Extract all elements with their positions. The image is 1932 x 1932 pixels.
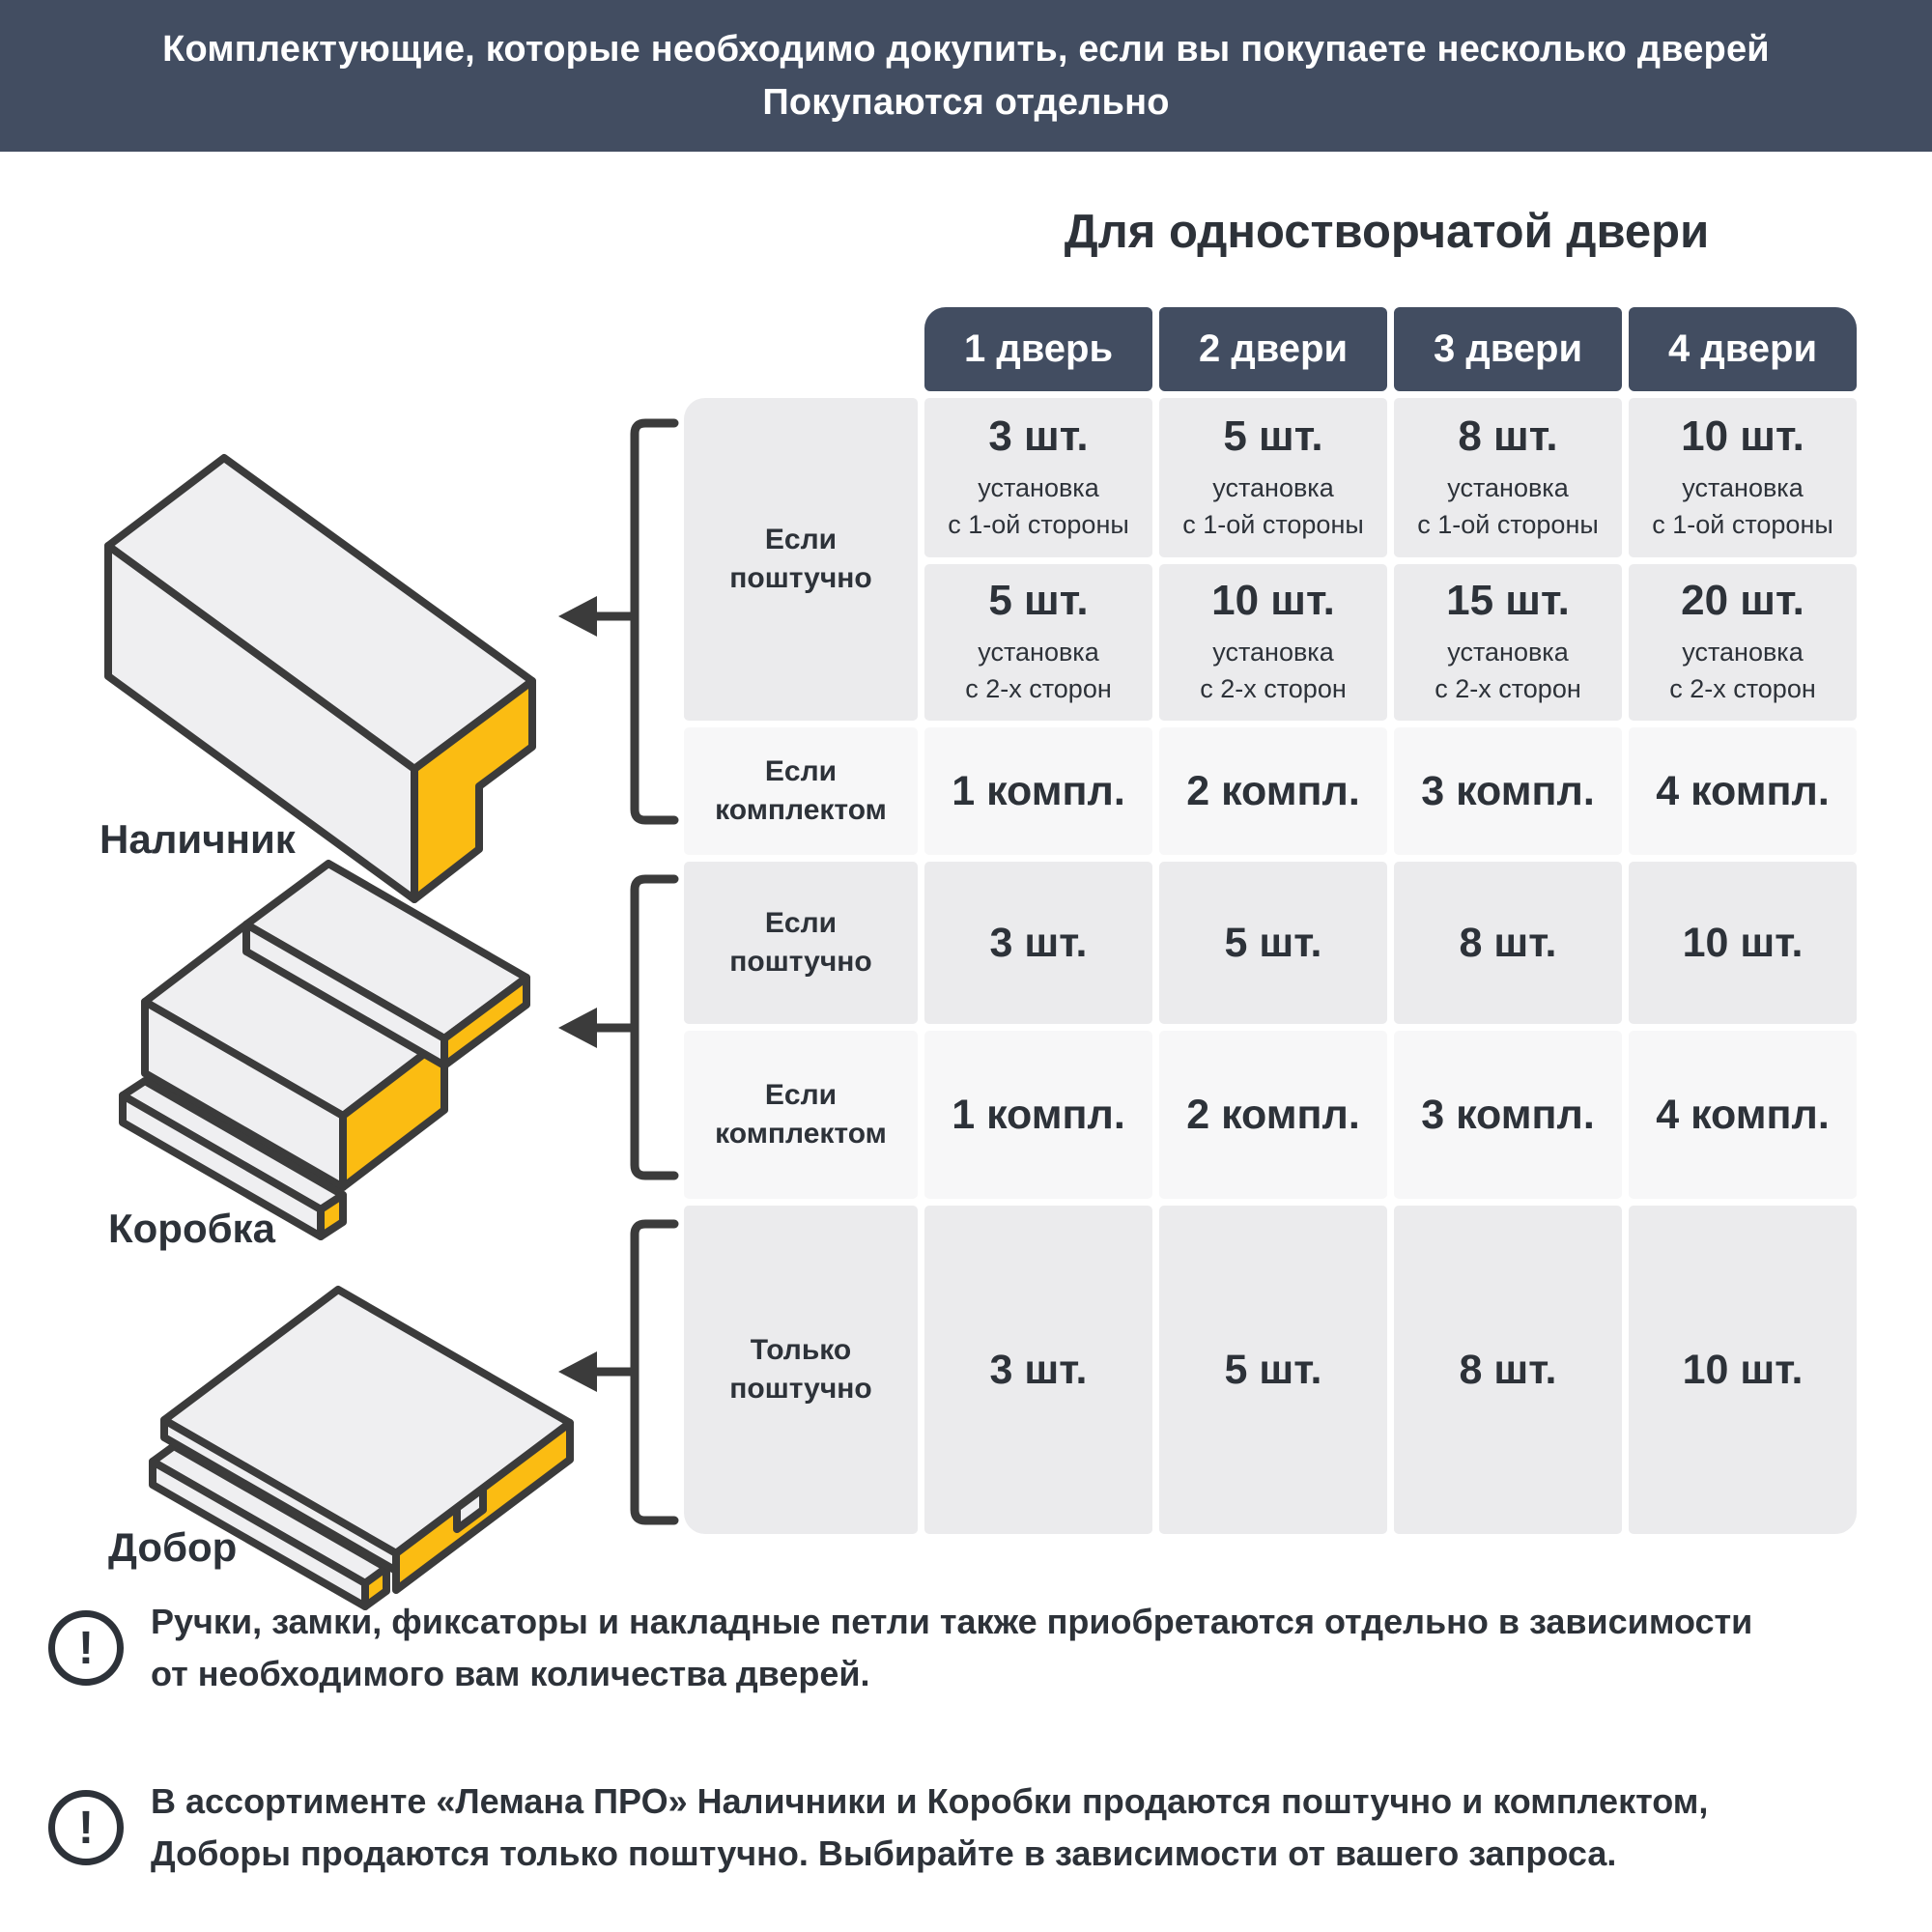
row-label-frame-per-piece: Если поштучно bbox=[684, 862, 918, 1024]
col-header-2-doors: 2 двери bbox=[1159, 307, 1387, 391]
extension-illustration-icon bbox=[149, 1286, 574, 1610]
cell-casing-two-sides-4: 20 шт. установка с 2-х сторон bbox=[1629, 564, 1857, 721]
col-header-4-doors: 4 двери bbox=[1629, 307, 1857, 391]
col-header-3-doors: 3 двери bbox=[1394, 307, 1622, 391]
cell-extension-2: 5 шт. bbox=[1159, 1206, 1387, 1534]
banner-line-1: Комплектующие, которые необходимо докупи… bbox=[162, 28, 1770, 70]
exclamation-circle-icon: ! bbox=[48, 1610, 124, 1686]
cell-casing-kit-3: 3 компл. bbox=[1394, 727, 1622, 855]
cell-casing-kit-1: 1 компл. bbox=[924, 727, 1152, 855]
quantity-table: 1 дверь 2 двери 3 двери 4 двери Если пош… bbox=[684, 307, 1857, 1534]
casing-illustration-icon bbox=[104, 454, 536, 903]
cell-casing-one-side-2: 5 шт. установка с 1-ой стороны bbox=[1159, 398, 1387, 557]
row-label-frame-kit: Если комплектом bbox=[684, 1031, 918, 1199]
row-label-casing-per-piece: Если поштучно bbox=[684, 398, 918, 721]
cell-casing-one-side-4: 10 шт. установка с 1-ой стороны bbox=[1629, 398, 1857, 557]
casing-bracket-arrow-icon bbox=[558, 418, 679, 825]
note-assortment-text: В ассортименте «Лемана ПРО» Наличники и … bbox=[151, 1781, 1709, 1873]
cell-casing-two-sides-3: 15 шт. установка с 2-х сторон bbox=[1394, 564, 1622, 721]
note-hardware-text: Ручки, замки, фиксаторы и накладные петл… bbox=[151, 1602, 1753, 1693]
cell-casing-two-sides-1: 5 шт. установка с 2-х сторон bbox=[924, 564, 1152, 721]
cell-casing-kit-4: 4 компл. bbox=[1629, 727, 1857, 855]
cell-casing-one-side-1: 3 шт. установка с 1-ой стороны bbox=[924, 398, 1152, 557]
cell-frame-kit-1: 1 компл. bbox=[924, 1031, 1152, 1199]
cell-extension-3: 8 шт. bbox=[1394, 1206, 1622, 1534]
casing-label: Наличник bbox=[99, 816, 296, 862]
banner-line-2: Покупаются отдельно bbox=[762, 81, 1170, 123]
frame-label: Коробка bbox=[108, 1206, 275, 1251]
exclamation-circle-icon: ! bbox=[48, 1790, 124, 1865]
row-label-casing-kit: Если комплектом bbox=[684, 727, 918, 855]
cell-casing-kit-2: 2 компл. bbox=[1159, 727, 1387, 855]
cell-extension-1: 3 шт. bbox=[924, 1206, 1152, 1534]
frame-illustration-icon bbox=[119, 860, 530, 1240]
header-spacer bbox=[684, 307, 918, 391]
cell-frame-kit-3: 3 компл. bbox=[1394, 1031, 1622, 1199]
note-assortment: ! В ассортименте «Лемана ПРО» Наличники … bbox=[48, 1776, 1708, 1880]
cell-frame-piece-1: 3 шт. bbox=[924, 862, 1152, 1024]
section-title: Для одностворчатой двери bbox=[1064, 206, 1710, 258]
cell-frame-kit-4: 4 компл. bbox=[1629, 1031, 1857, 1199]
frame-bracket-arrow-icon bbox=[558, 874, 679, 1180]
col-header-1-door: 1 дверь bbox=[924, 307, 1152, 391]
cell-frame-piece-2: 5 шт. bbox=[1159, 862, 1387, 1024]
extension-bracket-arrow-icon bbox=[558, 1219, 679, 1525]
banner: Комплектующие, которые необходимо докупи… bbox=[0, 0, 1932, 152]
cell-frame-piece-3: 8 шт. bbox=[1394, 862, 1622, 1024]
extension-label: Добор bbox=[108, 1524, 238, 1570]
cell-extension-4: 10 шт. bbox=[1629, 1206, 1857, 1534]
cell-casing-two-sides-2: 10 шт. установка с 2-х сторон bbox=[1159, 564, 1387, 721]
note-hardware: ! Ручки, замки, фиксаторы и накладные пе… bbox=[48, 1596, 1752, 1700]
cell-casing-one-side-3: 8 шт. установка с 1-ой стороны bbox=[1394, 398, 1622, 557]
row-label-extension-only-piece: Только поштучно bbox=[684, 1206, 918, 1534]
cell-frame-piece-4: 10 шт. bbox=[1629, 862, 1857, 1024]
cell-frame-kit-2: 2 компл. bbox=[1159, 1031, 1387, 1199]
